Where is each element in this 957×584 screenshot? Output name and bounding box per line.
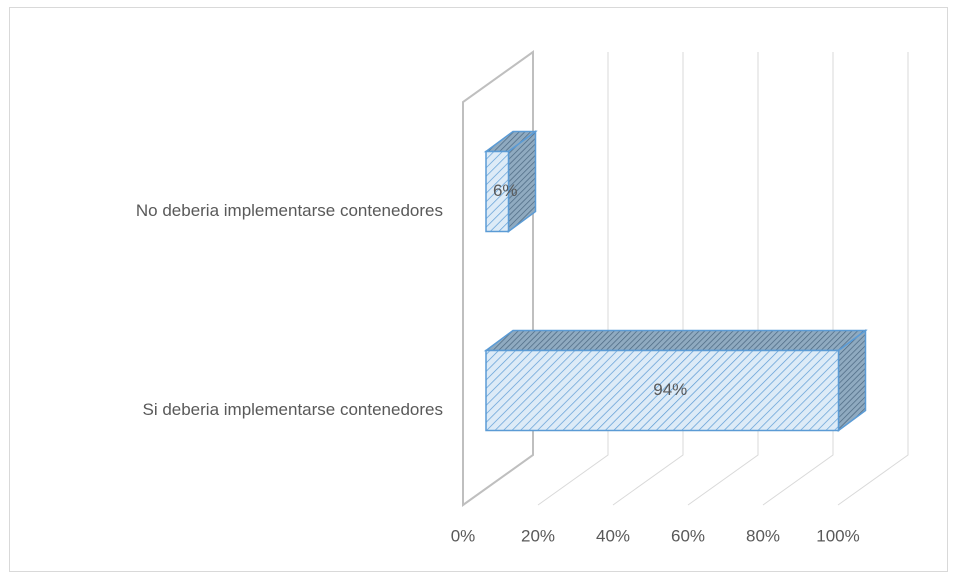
chart-border (9, 7, 948, 572)
value-label: 6% (493, 181, 518, 200)
x-tick-label: 0% (451, 526, 476, 545)
category-label: Si deberia implementarse contenedores (142, 400, 443, 419)
category-label: No deberia implementarse contenedores (136, 201, 443, 220)
grid-line (762, 52, 834, 506)
grid-line (612, 52, 684, 506)
x-tick-label: 80% (746, 526, 780, 545)
bar-face (483, 329, 868, 352)
grid-line (837, 52, 909, 506)
grid-line (537, 52, 609, 506)
x-tick-label: 60% (671, 526, 705, 545)
bar-face (485, 150, 510, 233)
bar (483, 130, 538, 233)
x-tick-label: 20% (521, 526, 555, 545)
x-tick-label: 40% (596, 526, 630, 545)
bar-face (485, 349, 840, 432)
bar (483, 329, 868, 432)
wall (462, 50, 534, 507)
grid-line (687, 52, 759, 506)
x-tick-label: 100% (816, 526, 859, 545)
value-label: 94% (653, 380, 687, 399)
